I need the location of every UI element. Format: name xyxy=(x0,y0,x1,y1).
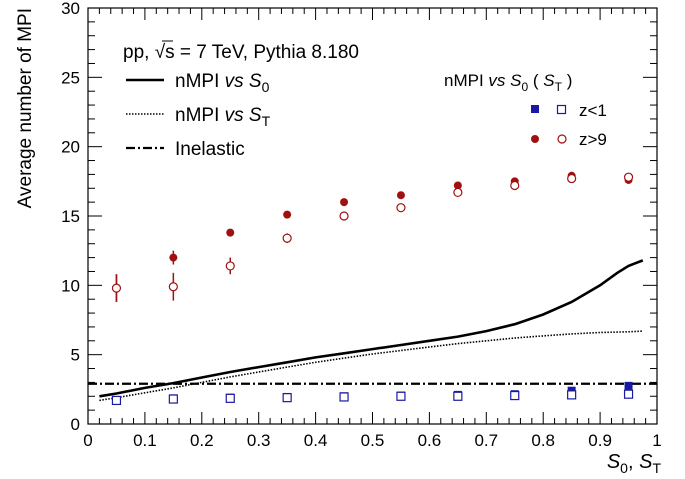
legend-marker-z-gt-9-filled xyxy=(531,135,539,143)
data-point xyxy=(623,172,634,182)
x-tick-label: 0.2 xyxy=(190,431,214,450)
data-point xyxy=(168,282,178,292)
series-z_lt_1_st xyxy=(111,389,634,406)
legend-label-z-lt-1: z<1 xyxy=(579,101,607,120)
collision-info-sqrt: √s xyxy=(155,42,175,63)
data-markers xyxy=(111,171,634,406)
collision-info: pp, √s = 7 TeV, Pythia 8.180 xyxy=(123,42,359,63)
data-point xyxy=(510,180,520,191)
x-tick-label: 0.9 xyxy=(588,431,612,450)
x-tick-label: 0.4 xyxy=(304,431,328,450)
data-point xyxy=(168,394,178,404)
marker-legend: nMPI vs S0 ( ST ) z<1 z>9 xyxy=(444,71,607,149)
line-nmpi-vs-s0 xyxy=(99,259,644,398)
data-point xyxy=(225,261,235,271)
series-z_gt_9_st xyxy=(111,172,634,302)
data-point xyxy=(453,187,463,198)
x-axis-label-var1: S xyxy=(607,451,621,473)
x-tick-label: 0 xyxy=(83,431,92,450)
legend-marker-z-gt-9-open xyxy=(557,134,567,144)
data-point xyxy=(567,173,577,184)
x-tick-label: 0.6 xyxy=(418,431,442,450)
y-tick-label: 30 xyxy=(61,0,80,18)
marker-legend-header: nMPI vs S0 ( ST ) xyxy=(444,71,572,94)
x-axis-label-sub1: 0 xyxy=(620,460,628,476)
x-tick-label: 0.3 xyxy=(247,431,271,450)
x-tick-label: 1 xyxy=(652,431,661,450)
legend-marker-z-lt-1-open xyxy=(556,104,567,115)
curves xyxy=(88,259,657,402)
y-tick-label: 10 xyxy=(61,276,80,295)
x-axis-label-sub2: T xyxy=(652,460,661,476)
x-tick-label: 0.1 xyxy=(133,431,157,450)
x-tick-labels: 0 0.1 0.2 0.3 0.4 0.5 0.6 0.7 0.8 0.9 1 xyxy=(83,431,661,450)
data-point xyxy=(453,181,462,190)
collision-info-prefix: pp, xyxy=(123,42,155,63)
y-tick-label: 0 xyxy=(71,415,80,434)
y-tick-label: 15 xyxy=(61,207,80,226)
data-point xyxy=(283,210,292,219)
legend-marker-z-lt-1-filled xyxy=(531,105,539,113)
y-tick-label: 25 xyxy=(61,68,80,87)
x-tick-label: 0.5 xyxy=(361,431,385,450)
x-axis-label-sep: , xyxy=(628,451,639,473)
data-point xyxy=(623,389,634,399)
axis-ticks xyxy=(87,7,658,425)
data-point xyxy=(282,393,292,403)
x-tick-label: 0.7 xyxy=(474,431,498,450)
y-tick-label: 20 xyxy=(61,138,80,157)
data-point xyxy=(169,253,178,262)
data-point xyxy=(396,191,405,200)
x-axis-label-var2: S xyxy=(639,451,653,473)
data-point xyxy=(225,393,235,403)
line-legend: nMPI vs S0 nMPI vs ST Inelastic xyxy=(126,71,271,160)
legend-label-z-gt-9: z>9 xyxy=(579,130,607,149)
data-point xyxy=(624,381,633,390)
y-tick-label: 5 xyxy=(71,346,80,365)
legend-label-inelastic: Inelastic xyxy=(175,139,245,160)
data-point xyxy=(396,203,406,213)
data-point xyxy=(567,390,577,400)
data-point xyxy=(510,390,520,401)
data-point xyxy=(339,392,349,402)
legend-label-nmpi-vs-s0: nMPI vs S0 xyxy=(175,71,270,95)
x-tick-label: 0.8 xyxy=(531,431,555,450)
data-point xyxy=(282,233,292,243)
legend-label-nmpi-vs-st: nMPI vs ST xyxy=(175,105,271,129)
data-point xyxy=(111,395,122,406)
data-point xyxy=(340,198,349,207)
x-axis-label: S0, ST xyxy=(607,451,662,476)
data-point xyxy=(339,211,349,221)
data-point xyxy=(111,283,122,293)
y-tick-labels: 0 5 10 15 20 25 30 xyxy=(61,0,80,434)
data-point xyxy=(396,391,406,401)
collision-info-rest: = 7 TeV, Pythia 8.180 xyxy=(175,42,359,63)
data-point xyxy=(226,228,235,237)
y-axis-label: Average number of MPI xyxy=(15,8,36,208)
line-nmpi-vs-st xyxy=(99,330,643,402)
data-point xyxy=(453,391,463,401)
